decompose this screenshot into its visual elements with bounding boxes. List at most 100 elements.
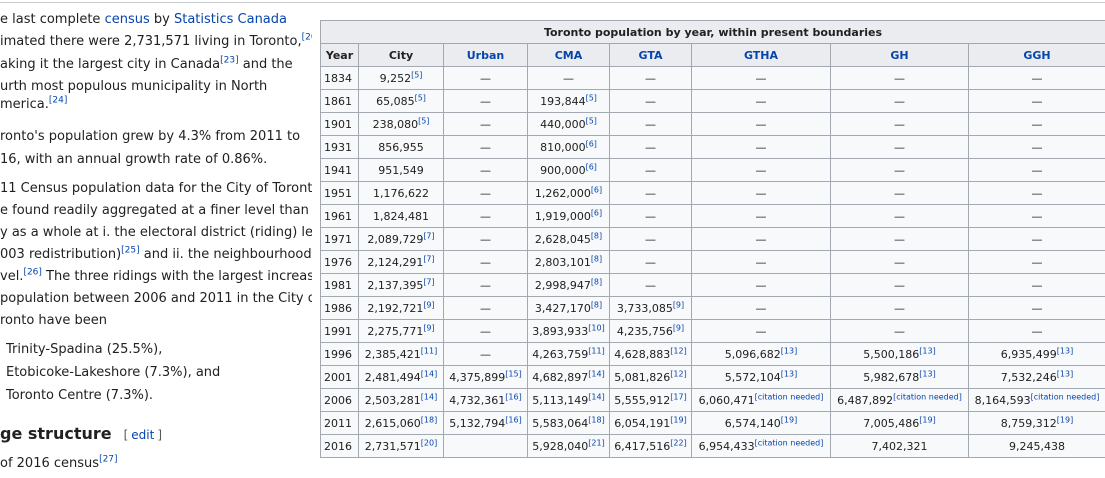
citation[interactable]: [6] [585, 161, 597, 171]
text: and ii. the neighbourhood [139, 247, 312, 262]
citation[interactable]: [9] [672, 322, 685, 332]
population-cell: 5,132,794[16] [443, 411, 528, 435]
citation[interactable]: [8] [590, 253, 603, 263]
citation[interactable]: [19] [780, 414, 798, 424]
citation[interactable]: [citation needed] [1030, 391, 1100, 401]
population-cell: — [443, 158, 528, 182]
table-row: 1971 2,089,729[7] — 2,628,045[8] — — — — [320, 227, 1105, 251]
citation[interactable]: [18] [420, 414, 438, 424]
citation[interactable]: [17] [670, 391, 687, 401]
citation[interactable]: [9] [423, 322, 435, 332]
cell-text: — [645, 117, 656, 131]
population-cell: 2,089,729[7] [358, 227, 444, 251]
cell-text: 5,555,912 [614, 393, 671, 407]
citation[interactable]: [18] [588, 414, 605, 424]
text: of 2016 census [0, 456, 100, 471]
citation[interactable]: [citation needed] [893, 391, 962, 401]
citation[interactable]: [19] [1056, 414, 1074, 424]
citation[interactable]: [7] [423, 230, 435, 240]
cell-text: — [1031, 278, 1043, 292]
citation[interactable]: [13] [1056, 345, 1074, 355]
citation[interactable]: [14] [588, 391, 605, 401]
table-row: 2016 2,731,571[20] 5,928,040[21] 6,417,516[… [320, 434, 1105, 458]
citation[interactable]: [22] [670, 437, 687, 447]
citation[interactable]: [13] [780, 345, 798, 355]
population-cell: 2,124,291[7] [358, 250, 444, 274]
population-cell: — [830, 250, 969, 274]
citation[interactable]: [27] [99, 454, 118, 465]
citation[interactable]: [13] [919, 368, 936, 378]
citation[interactable]: [5] [585, 92, 597, 102]
cell-text: 1,262,000 [534, 186, 591, 200]
citation[interactable]: [19] [670, 414, 687, 424]
link[interactable]: Statistics Canada [173, 12, 287, 27]
cell-text: — [894, 186, 905, 200]
citation[interactable]: [11] [420, 345, 438, 355]
citation[interactable]: [25] [121, 245, 140, 256]
citation[interactable]: [9] [672, 299, 685, 309]
population-cell: 900,000[6] [527, 158, 610, 182]
citation[interactable]: [20] [301, 32, 312, 43]
year-cell: 1941 [320, 158, 359, 182]
citation[interactable]: [5] [414, 92, 426, 102]
population-cell: 5,113,149[14] [527, 388, 610, 412]
citation[interactable]: [26] [23, 267, 42, 278]
citation[interactable]: [5] [418, 115, 430, 125]
citation[interactable]: [7] [423, 276, 435, 286]
citation[interactable]: [14] [420, 391, 438, 401]
table-row: 2006 2,503,281[14] 4,732,361[16] 5,113,149[… [320, 388, 1105, 412]
citation[interactable]: [5] [411, 69, 423, 79]
link[interactable]: census [104, 12, 150, 27]
citation[interactable]: [23] [220, 55, 239, 66]
citation[interactable]: [citation needed] [754, 391, 824, 401]
citation[interactable]: [12] [670, 368, 687, 378]
citation[interactable]: [6] [585, 138, 597, 148]
citation[interactable]: [6] [590, 184, 603, 194]
citation[interactable]: [13] [919, 345, 936, 355]
cell-text: — [480, 301, 491, 315]
population-cell: 5,928,040[21] [527, 434, 610, 458]
cell-text: 2016 [324, 439, 352, 453]
citation[interactable]: [15] [505, 368, 522, 378]
citation[interactable]: [16] [505, 414, 522, 424]
population-cell: — [830, 296, 969, 320]
citation[interactable]: [16] [505, 391, 522, 401]
population-cell: 6,054,191[19] [609, 411, 692, 435]
citation[interactable]: [8] [590, 276, 603, 286]
citation[interactable]: [6] [590, 207, 603, 217]
citation[interactable]: [12] [670, 345, 687, 355]
citation[interactable]: [19] [919, 414, 936, 424]
text-line: vel.[26] The three ridings with the larg… [0, 268, 312, 286]
citation[interactable]: [13] [780, 368, 798, 378]
text: population between 2006 and 2011 in the … [0, 291, 312, 306]
citation[interactable]: [24] [48, 95, 68, 106]
population-cell: 65,085[5] [358, 89, 444, 113]
citation[interactable]: [citation needed] [754, 437, 824, 447]
population-cell: — [691, 319, 831, 343]
citation[interactable]: [14] [588, 368, 605, 378]
population-cell: — [830, 89, 969, 113]
citation[interactable]: [14] [420, 368, 438, 378]
citation[interactable]: [8] [590, 299, 603, 309]
citation[interactable]: [5] [585, 115, 597, 125]
citation[interactable]: [21] [588, 437, 605, 447]
population-cell: — [691, 89, 831, 113]
cell-text: — [1031, 140, 1043, 154]
population-cell: 2,385,421[11] [358, 342, 444, 366]
column-header: GTHA [691, 43, 831, 67]
citation[interactable]: [7] [423, 253, 435, 263]
citation[interactable]: [11] [588, 345, 605, 355]
citation[interactable]: [10] [588, 322, 605, 332]
edit-link[interactable]: edit [131, 428, 155, 442]
citation[interactable]: [8] [590, 230, 603, 240]
citation[interactable]: [9] [423, 299, 435, 309]
population-cell: 2,628,045[8] [527, 227, 610, 251]
population-cell: — [968, 296, 1105, 320]
cell-text: 5,132,794 [449, 416, 506, 430]
population-cell: 951,549 [358, 158, 444, 182]
citation[interactable]: [13] [1056, 368, 1074, 378]
cell-text: 6,935,499 [1000, 347, 1057, 361]
cell-text: 2,615,060 [364, 416, 421, 430]
citation[interactable]: [20] [420, 437, 438, 447]
population-cell: — [443, 342, 528, 366]
